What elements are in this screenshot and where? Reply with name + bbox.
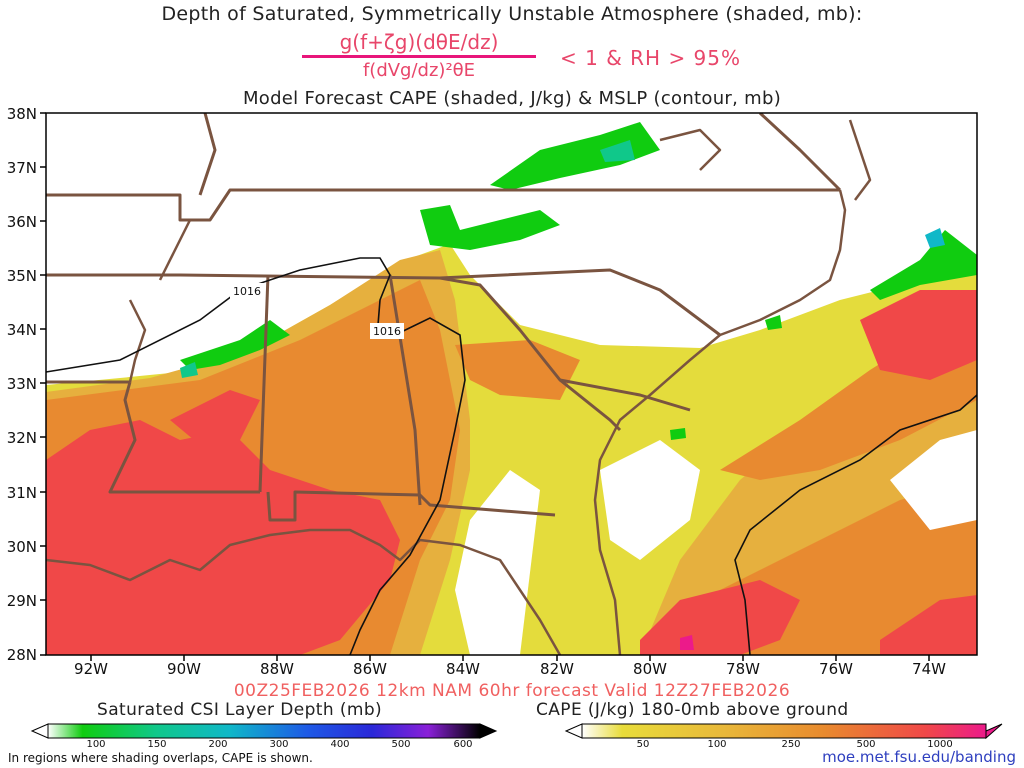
cape-region-500: [46, 420, 400, 655]
csi-legend-tick: 300: [269, 739, 289, 750]
lat-label: 35N: [6, 267, 37, 285]
isobar-1016-east: [349, 317, 466, 656]
csi-legend-tick: 600: [453, 739, 473, 750]
lat-label: 31N: [6, 484, 37, 502]
shading-layer: [46, 113, 977, 655]
lon-label: 84W: [446, 660, 480, 678]
formula-criteria: < 1 & RH > 95%: [560, 46, 742, 70]
title-line-1: Depth of Saturated, Symmetrically Unstab…: [161, 3, 863, 25]
lon-label: 92W: [74, 660, 108, 678]
isobar-label-bg: [230, 283, 264, 299]
lat-label: 34N: [6, 321, 37, 339]
csi-legend-tick: 400: [330, 739, 350, 750]
isobar-1016-atlantic: [734, 394, 978, 656]
axis-ticks: [40, 112, 930, 661]
lon-label: 82W: [540, 660, 574, 678]
fraction-bar: [302, 55, 536, 58]
cape-legend-tick: 1000: [927, 739, 953, 750]
lon-label: 78W: [726, 660, 760, 678]
source-url[interactable]: moe.met.fsu.edu/banding: [822, 748, 1016, 766]
csi-legend-tick: 500: [391, 739, 411, 750]
lat-label: 36N: [6, 213, 37, 231]
lat-label: 37N: [6, 159, 37, 177]
cape-legend-tick: 500: [856, 739, 876, 750]
coastlines: [46, 119, 872, 655]
formula-fraction: g(f+ζg)(dθE/dz) f(dVg/dz)²θE: [302, 30, 536, 81]
isobar-label-1: 1016: [233, 285, 261, 298]
lat-label: 29N: [6, 592, 37, 610]
lon-label: 90W: [167, 660, 201, 678]
csi-legend-tick: 150: [147, 739, 167, 750]
cape-legend-tick: 100: [707, 739, 727, 750]
map-frame: [45, 112, 978, 656]
cape-colorbar: [581, 723, 987, 739]
formula-denominator: f(dVg/dz)²θE: [362, 60, 476, 81]
valid-time-line: 00Z25FEB2026 12km NAM 60hr forecast Vali…: [233, 681, 791, 701]
cape-legend-tick: 250: [781, 739, 801, 750]
overlap-note: In regions where shading overlaps, CAPE …: [8, 751, 313, 765]
lat-label: 28N: [6, 646, 37, 664]
cape-legend-right-arrow: [985, 723, 1003, 740]
lat-label: 30N: [6, 538, 37, 556]
lon-label: 74W: [912, 660, 946, 678]
isobar-label-bg: [370, 323, 404, 339]
lon-label: 80W: [633, 660, 667, 678]
lat-label: 38N: [6, 105, 37, 123]
formula-numerator: g(f+ζg)(dθE/dz): [339, 30, 499, 54]
lat-label: 32N: [6, 429, 37, 447]
cape-legend-title: CAPE (J/kg) 180-0mb above ground: [536, 700, 849, 720]
lon-label: 88W: [260, 660, 294, 678]
mslp-contours: [45, 257, 978, 656]
title-line-3: Model Forecast CAPE (shaded, J/kg) & MSL…: [242, 88, 782, 109]
csi-legend-title: Saturated CSI Layer Depth (mb): [97, 700, 383, 720]
csi-legend-right-arrow: [479, 723, 498, 739]
lon-label: 86W: [353, 660, 387, 678]
csi-legend-tick: 200: [208, 739, 228, 750]
cape-legend-left-arrow: [564, 723, 583, 739]
lon-label: 76W: [819, 660, 853, 678]
csi-colorbar: [47, 723, 481, 739]
state-borders: [46, 113, 842, 522]
isobar-label-2: 1016: [373, 325, 401, 338]
csi-region-100: [490, 122, 660, 190]
csi-legend-tick: 100: [86, 739, 106, 750]
csi-legend-left-arrow: [30, 723, 49, 739]
cape-legend-tick: 50: [636, 739, 650, 750]
lat-label: 33N: [6, 375, 37, 393]
isobar-1016-west: [45, 257, 391, 373]
